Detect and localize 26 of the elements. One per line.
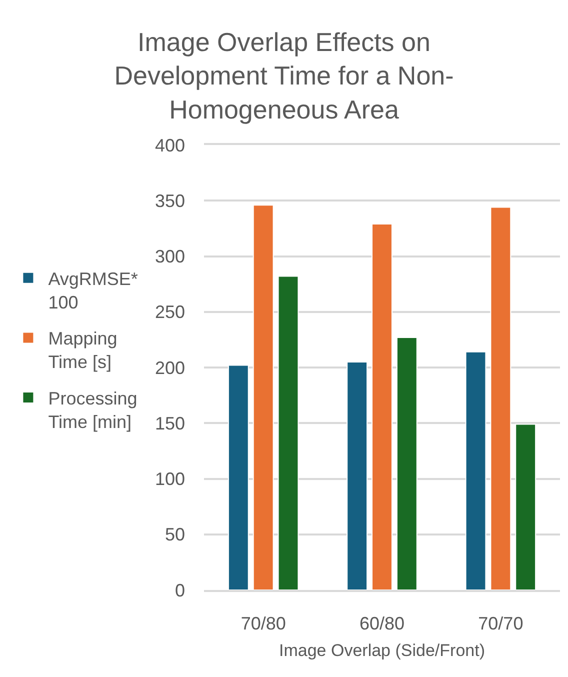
y-tick-label: 350 [154, 190, 185, 211]
chart-title: Image Overlap Effects on Development Time for a Non-Homogeneous Area [114, 26, 454, 124]
y-tick-label: 0 [174, 580, 185, 600]
bar [228, 364, 249, 590]
legend-label: Processing Time [min] [48, 388, 138, 432]
y-tick-label: 400 [154, 135, 185, 156]
bar [515, 424, 536, 590]
y-tick-label: 100 [154, 469, 185, 490]
y-tick-label: 300 [154, 246, 185, 267]
bar [465, 351, 486, 590]
bar [252, 204, 274, 590]
y-tick-label: 250 [154, 302, 185, 322]
bar [372, 223, 392, 590]
y-tick-label: 50 [164, 524, 185, 545]
legend-label: Mapping Time [s] [48, 328, 118, 372]
bar [396, 336, 418, 590]
bar [278, 276, 299, 590]
x-tick-label: 60/80 [359, 613, 405, 634]
x-axis-title: Image Overlap (Side/Front) [279, 641, 485, 660]
x-tick-label: 70/80 [240, 613, 286, 634]
bar [346, 361, 368, 590]
y-tick-label: 150 [154, 413, 185, 434]
x-tick-label: 70/70 [478, 613, 524, 634]
bar [490, 206, 512, 590]
legend-label: AvgRMSE* 100 [48, 268, 138, 312]
y-tick-label: 200 [154, 358, 185, 378]
